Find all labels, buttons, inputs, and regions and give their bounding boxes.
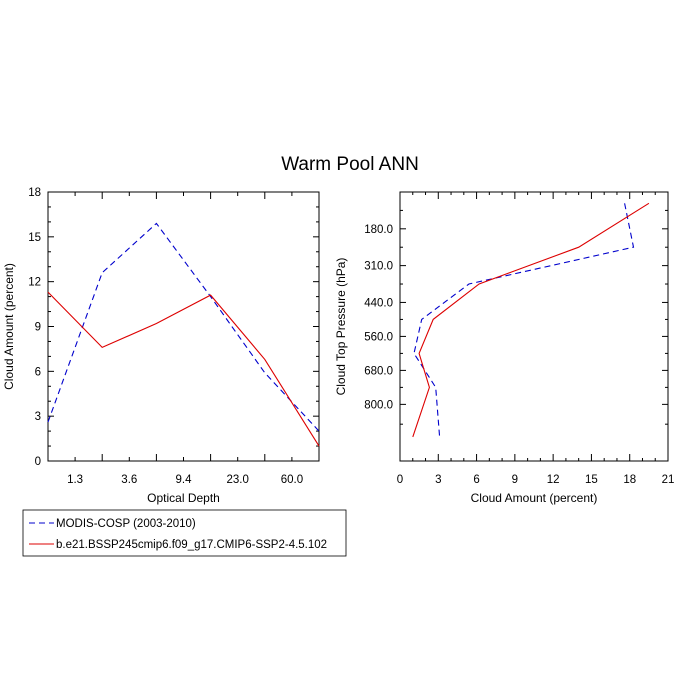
right-x-tick-label: 21: [662, 474, 675, 486]
right-y-tick-label: 180.0: [364, 224, 393, 236]
right-y-axis-label: Cloud Top Pressure (hPa): [334, 258, 348, 396]
left-series-modis-line: [47, 222, 320, 432]
left-y-tick-label: 15: [28, 232, 41, 244]
left-x-tick-label: 23.0: [227, 474, 249, 486]
left-y-tick-label: 0: [35, 456, 41, 468]
right-y-tick-label: 680.0: [364, 365, 393, 377]
left-y-tick-label: 9: [35, 322, 41, 334]
legend-modis-label: MODIS-COSP (2003-2010): [56, 518, 196, 530]
legend-box: [22, 509, 347, 557]
legend-model-label: b.e21.BSSP245cmip6.f09_g17.CMIP6-SSP2-4.…: [56, 539, 327, 551]
right-series-modis-line: [413, 203, 635, 437]
left-y-axis-label: Cloud Amount (percent): [2, 263, 16, 390]
left-x-tick-label: 60.0: [281, 474, 303, 486]
right-x-axis-label: Cloud Amount (percent): [471, 491, 598, 505]
right-x-tick-label: 9: [512, 474, 518, 486]
right-y-tick-label: 440.0: [364, 297, 393, 309]
right-y-tick-label: 310.0: [364, 261, 393, 273]
left-x-axis-label: Optical Depth: [147, 491, 220, 505]
left-x-tick-label: 3.6: [121, 474, 137, 486]
right-x-tick-label: 12: [547, 474, 560, 486]
left-panel-optical-depth: 0 3 6 9 12 15 18 1.3 3.6 9.4 23.0 60.0 Optical Depth…: [2, 187, 320, 505]
chart-title: Warm Pool ANN: [281, 154, 419, 175]
right-x-tick-label: 3: [435, 474, 441, 486]
right-x-tick-label: 0: [397, 474, 403, 486]
right-x-tick-label: 18: [623, 474, 636, 486]
right-panel-cloud-top-pressure: 0 3 6 9 12 15 18 21 180.0 310.0 440.0 560.0 680.0 800…: [334, 191, 675, 505]
left-x-tick-label: 9.4: [176, 474, 193, 486]
right-y-tick-label: 560.0: [364, 331, 393, 343]
left-plot-frame: [47, 191, 320, 462]
left-y-tick-label: 6: [35, 366, 41, 378]
left-y-tick-label: 3: [35, 411, 41, 423]
left-series-model-line: [47, 291, 320, 447]
right-series-model-line: [412, 202, 650, 438]
right-x-tick-label: 15: [585, 474, 598, 486]
left-y-tick-label: 12: [28, 277, 41, 289]
right-plot-frame: [399, 191, 669, 462]
right-x-tick-label: 6: [473, 474, 479, 486]
right-y-tick-label: 800.0: [364, 399, 393, 411]
legend: MODIS-COSP (2003-2010) b.e21.BSSP245cmip6…: [22, 509, 347, 557]
left-x-tick-label: 1.3: [67, 474, 83, 486]
left-y-tick-label: 18: [28, 187, 41, 199]
